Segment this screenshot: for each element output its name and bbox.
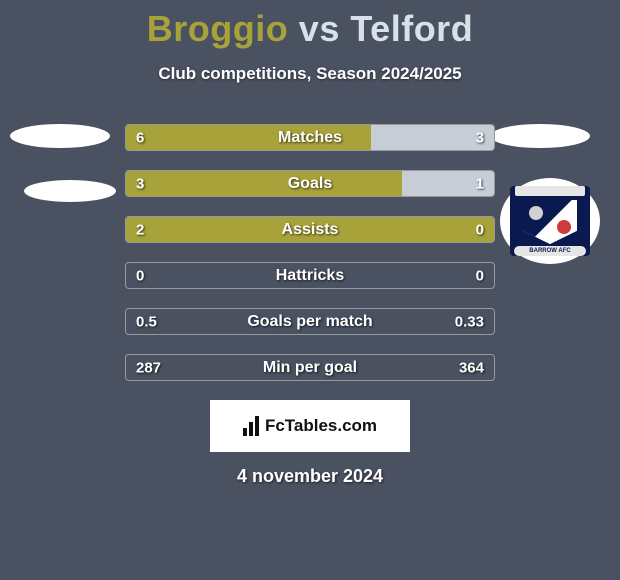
stat-right-value: 3 xyxy=(476,129,484,146)
stat-row: 0.5 0.33Goals per match xyxy=(125,308,495,335)
title-vs: vs xyxy=(299,8,340,49)
stat-right-value: 364 xyxy=(459,359,484,376)
stat-left-value: 6 xyxy=(136,129,144,146)
player2-logo-placeholder xyxy=(490,124,590,148)
watermark-text: FcTables.com xyxy=(265,416,377,436)
crest-ball-icon xyxy=(529,206,543,220)
player2-club-crest: BARROW AFC xyxy=(510,186,590,256)
stat-row: 287 364Min per goal xyxy=(125,354,495,381)
crest-banner: BARROW AFC xyxy=(514,246,586,256)
stat-left-value: 0 xyxy=(136,267,144,284)
watermark: FcTables.com xyxy=(210,400,410,452)
crest-flower-icon xyxy=(557,220,571,234)
stat-left-value: 3 xyxy=(136,175,144,192)
stat-label: Min per goal xyxy=(126,359,494,377)
stat-row: 0 0Hattricks xyxy=(125,262,495,289)
player1-logo-placeholder-1 xyxy=(10,124,110,148)
page-title: Broggio vs Telford xyxy=(0,0,620,50)
title-player2: Telford xyxy=(350,8,473,49)
stat-right-value: 1 xyxy=(476,175,484,192)
player1-logo-placeholder-2 xyxy=(24,180,116,202)
crest-shield xyxy=(523,200,577,244)
stat-right-value: 0 xyxy=(476,267,484,284)
watermark-bars-icon xyxy=(243,416,259,436)
stat-label: Hattricks xyxy=(126,267,494,285)
stat-left-fill xyxy=(126,125,371,150)
stat-left-fill xyxy=(126,217,494,242)
stat-left-value: 0.5 xyxy=(136,313,157,330)
crest-top-bar xyxy=(515,186,585,196)
subtitle: Club competitions, Season 2024/2025 xyxy=(0,64,620,84)
stat-row: 63Matches xyxy=(125,124,495,151)
date: 4 november 2024 xyxy=(0,466,620,487)
stat-right-value: 0 xyxy=(476,221,484,238)
stat-row: 31Goals xyxy=(125,170,495,197)
comparison-bars: 63Matches31Goals20Assists00Hattricks0.50… xyxy=(125,124,495,381)
stat-left-value: 287 xyxy=(136,359,161,376)
stat-right-value: 0.33 xyxy=(455,313,484,330)
title-player1: Broggio xyxy=(147,8,288,49)
stat-label: Goals per match xyxy=(126,313,494,331)
stat-row: 20Assists xyxy=(125,216,495,243)
stat-left-fill xyxy=(126,171,402,196)
stat-left-value: 2 xyxy=(136,221,144,238)
